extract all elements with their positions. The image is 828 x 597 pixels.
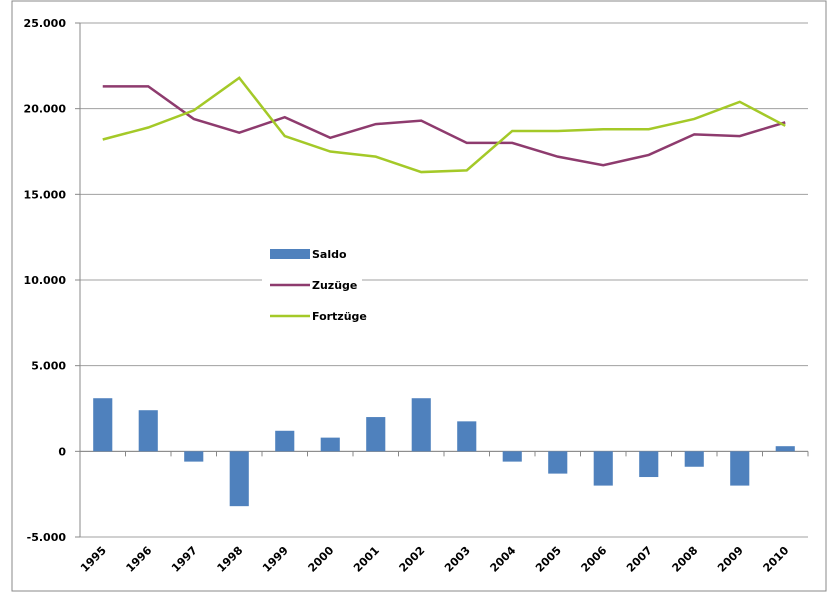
x-tick-label: 2000: [306, 544, 337, 575]
x-tick-label: 1996: [124, 544, 155, 575]
x-tick-label: 2010: [761, 544, 792, 575]
bar: [593, 451, 613, 486]
bar: [320, 437, 340, 452]
chart-border: [11, 0, 827, 592]
x-tick-label: 2002: [397, 544, 428, 575]
bar: [184, 451, 204, 462]
bar: [775, 446, 795, 452]
x-tick-label: 2001: [351, 544, 382, 575]
y-tick-label: 15.000: [24, 188, 67, 201]
bar: [138, 410, 158, 452]
y-tick-label: 20.000: [24, 103, 67, 116]
bar: [229, 451, 249, 507]
x-tick-label: 2004: [488, 544, 519, 575]
bar: [457, 421, 477, 452]
bar: [548, 451, 568, 474]
y-tick-label: 5.000: [31, 360, 66, 373]
y-tick-label: 10.000: [24, 274, 67, 287]
bar: [93, 398, 113, 452]
bar: [502, 451, 522, 462]
bar: [684, 451, 704, 467]
y-tick-label: 0: [58, 445, 66, 458]
x-tick-label: 2009: [715, 544, 746, 575]
y-tick-label: -5.000: [27, 531, 67, 544]
line: [102, 85, 786, 167]
x-tick-label: 1997: [169, 544, 200, 575]
x-tick-label: 2007: [624, 544, 655, 575]
x-tick-label: 1999: [260, 544, 291, 575]
x-tick-label: 2006: [579, 544, 610, 575]
bar: [411, 398, 431, 452]
x-tick-label: 2008: [670, 544, 701, 575]
legend-label: Fortzüge: [312, 310, 367, 323]
legend-swatch: [270, 249, 310, 259]
y-tick-label: 25.000: [24, 17, 67, 30]
x-tick-label: 2003: [442, 544, 473, 575]
bar: [639, 451, 659, 478]
legend-label: Zuzüge: [312, 279, 357, 292]
x-tick-label: 2005: [533, 544, 564, 575]
bar: [275, 430, 295, 452]
line: [102, 76, 786, 174]
bar: [730, 451, 750, 486]
x-tick-label: 1998: [215, 544, 246, 575]
x-tick-label: 1995: [78, 544, 109, 575]
bar: [366, 417, 386, 452]
legend-label: Saldo: [312, 248, 347, 261]
